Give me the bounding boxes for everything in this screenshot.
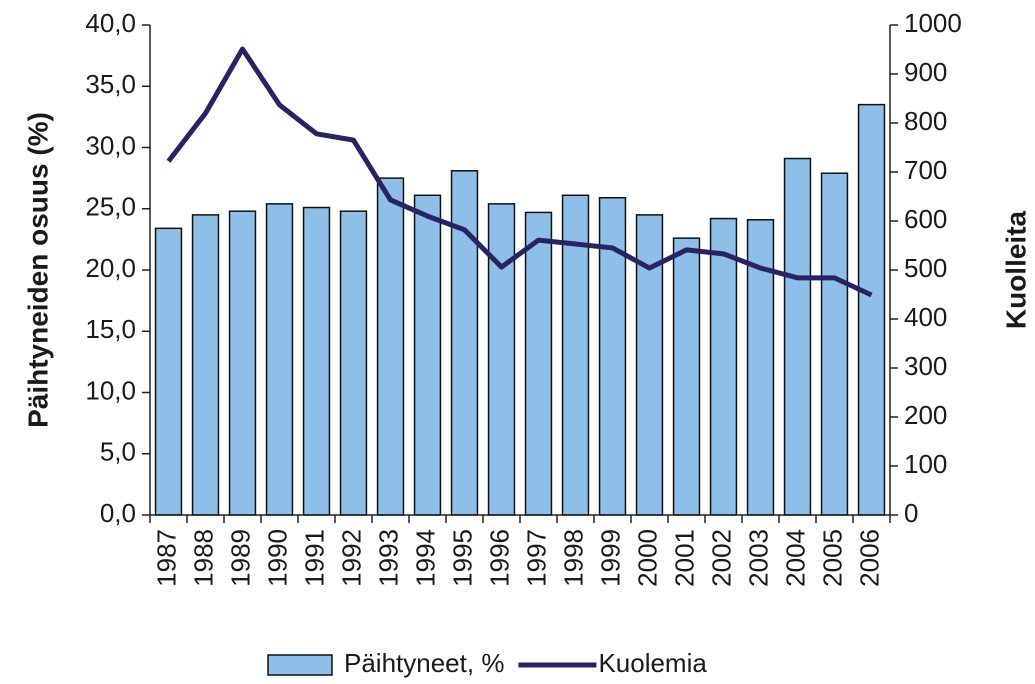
x-tick-label: 2000 — [632, 529, 662, 587]
x-tick-label: 1994 — [410, 529, 440, 587]
x-tick-label: 1998 — [558, 529, 588, 587]
y-tick-label: 0,0 — [100, 498, 136, 528]
x-tick-label: 1992 — [336, 529, 366, 587]
y2-tick-label: 800 — [904, 106, 947, 136]
y2-tick-label: 300 — [904, 351, 947, 381]
x-tick-label: 1990 — [262, 529, 292, 587]
bar — [302, 206, 331, 516]
legend-swatch — [267, 654, 333, 676]
y-tick-label: 15,0 — [85, 314, 136, 344]
legend-label: Päihtyneet, % — [344, 648, 504, 678]
bar — [487, 203, 516, 516]
bar — [228, 210, 257, 516]
bar — [709, 217, 738, 516]
x-tick-label: 1993 — [373, 529, 403, 587]
y2-tick-label: 900 — [904, 57, 947, 87]
y-tick-label: 10,0 — [85, 375, 136, 405]
bar — [450, 170, 479, 516]
y2-tick-label: 1000 — [904, 8, 962, 38]
y2-tick-label: 400 — [904, 302, 947, 332]
bar — [339, 210, 368, 516]
x-tick-label: 1999 — [595, 529, 625, 587]
x-tick-label: 1997 — [521, 529, 551, 587]
x-tick-label: 2002 — [706, 529, 736, 587]
y-tick-label: 5,0 — [100, 437, 136, 467]
x-tick-label: 2001 — [669, 529, 699, 587]
y2-tick-label: 600 — [904, 204, 947, 234]
x-tick-label: 1989 — [225, 529, 255, 587]
legend-label: Kuolemia — [598, 648, 707, 678]
y2-tick-label: 500 — [904, 253, 947, 283]
y-tick-label: 40,0 — [85, 8, 136, 38]
x-tick-label: 1987 — [151, 529, 181, 587]
y2-tick-label: 100 — [904, 449, 947, 479]
y-axis-label: Päihtyneiden osuus (%) — [22, 112, 53, 428]
x-tick-label: 1995 — [447, 529, 477, 587]
bar — [265, 203, 294, 516]
y-tick-label: 25,0 — [85, 192, 136, 222]
bar — [635, 214, 664, 516]
x-tick-label: 2004 — [780, 529, 810, 587]
x-tick-label: 1996 — [484, 529, 514, 587]
x-tick-label: 2003 — [743, 529, 773, 587]
y2-tick-label: 0 — [904, 498, 918, 528]
y-tick-label: 20,0 — [85, 253, 136, 283]
y2-axis-label: Kuolleita — [1000, 210, 1031, 329]
bar — [524, 211, 553, 516]
bar — [820, 172, 849, 516]
y-tick-label: 35,0 — [85, 69, 136, 99]
x-tick-label: 2005 — [817, 529, 847, 587]
bar — [413, 194, 442, 516]
bar — [857, 103, 886, 516]
bar — [672, 237, 701, 516]
y-tick-label: 30,0 — [85, 130, 136, 160]
y2-tick-label: 700 — [904, 155, 947, 185]
bar — [191, 214, 220, 516]
x-tick-label: 1991 — [299, 529, 329, 587]
bar — [376, 177, 405, 516]
line — [166, 46, 873, 298]
bar — [154, 227, 183, 516]
y2-tick-label: 200 — [904, 400, 947, 430]
x-tick-label: 1988 — [188, 529, 218, 587]
bar — [783, 157, 812, 516]
x-tick-label: 2006 — [854, 529, 884, 587]
